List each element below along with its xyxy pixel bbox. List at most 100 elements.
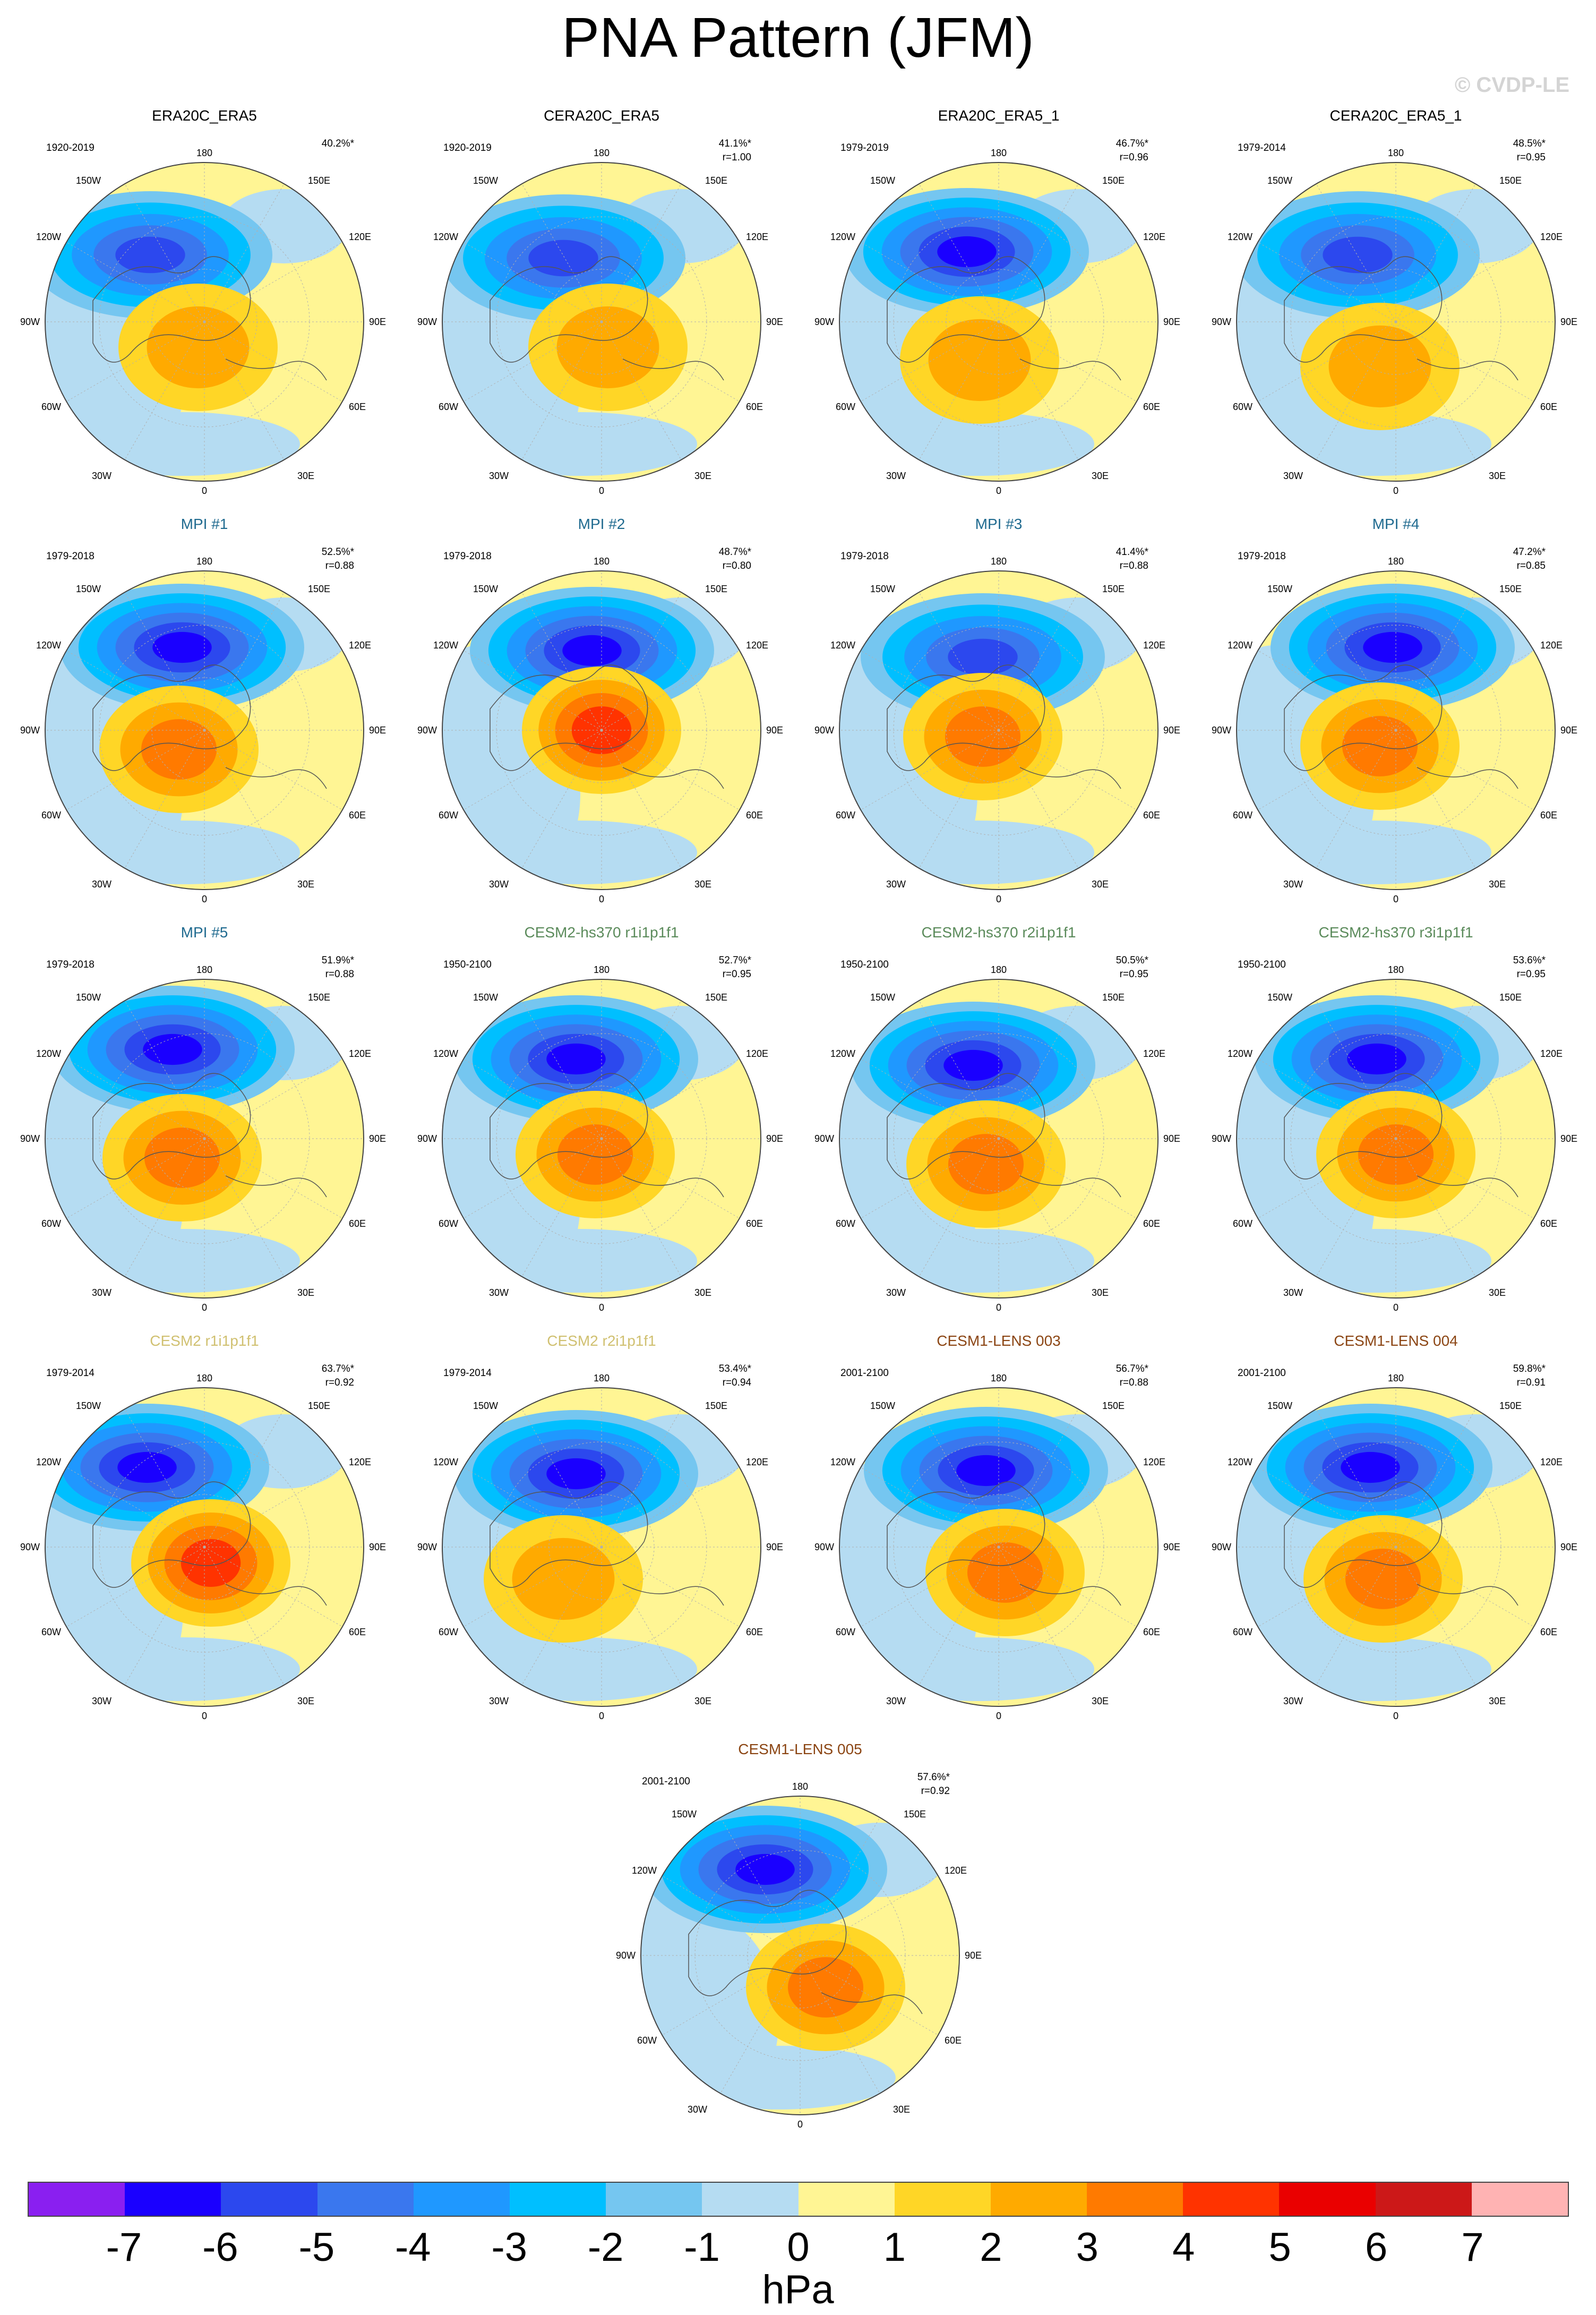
pattern-correlation: r=0.95 [1516,152,1546,163]
longitude-label: 90E [1163,1542,1181,1552]
colorbar-swatch [317,2183,414,2216]
map-boundary [1236,979,1556,1299]
period-label: 1979-2018 [840,551,889,562]
longitude-label: 60W [438,810,458,821]
panel-title: MPI #1 [181,516,228,532]
low-contour [735,1853,795,1885]
longitude-label: 30E [1092,471,1109,481]
figure-title: PNA Pattern (JFM) [562,6,1034,69]
longitude-label: 120E [349,232,372,242]
longitude-label: 30W [488,1287,509,1298]
high-contour [141,719,217,780]
polar-map [1236,162,1556,482]
longitude-label: 30W [1283,1287,1303,1298]
coastline [490,1481,724,1606]
polar-map [45,1387,364,1707]
longitude-label: 180 [593,964,610,975]
panel-title: CESM2 r2i1p1f1 [547,1332,656,1349]
longitude-label: 120E [746,232,769,242]
longitude-label: 60W [41,1218,61,1229]
longitude-label: 0 [598,485,605,496]
longitude-label: 150E [308,1400,331,1411]
longitude-label: 0 [996,485,1002,496]
longitude-label: 30E [1489,1696,1506,1706]
map-panel: CESM2-hs370 r1i1p1f1 1950-2100 52.7%* r=0.9… [416,921,787,1314]
longitude-label: 120E [1540,640,1563,651]
variance-explained: 41.1%* [718,138,751,149]
longitude-label: 90W [814,725,834,736]
longitude-label: 90E [369,1133,387,1144]
longitude-label: 120W [830,640,855,651]
colorbar-tick-label: -5 [298,2225,335,2270]
pattern-correlation: r=0.96 [1119,152,1148,163]
polar-map [839,979,1159,1299]
period-label: 1920-2019 [46,142,95,153]
longitude-label: 30W [886,1696,906,1706]
low-contour [528,240,598,277]
polar-map [442,979,761,1299]
longitude-label: 180 [196,1373,213,1383]
map-boundary [45,979,364,1299]
pattern-correlation: r=0.95 [722,969,751,980]
variance-explained: 53.6%* [1513,955,1546,966]
coastline [490,256,724,381]
variance-explained: 57.6%* [917,1772,950,1783]
coastline [92,256,327,381]
longitude-label: 120E [1540,232,1563,242]
longitude-label: 90W [417,1542,437,1552]
longitude-label: 90W [814,317,834,327]
pattern-correlation: r=0.94 [722,1377,751,1388]
longitude-label: 150W [75,1400,101,1411]
longitude-label: 60E [349,402,366,412]
panel-title: MPI #2 [578,516,625,532]
longitude-label: 0 [201,485,208,496]
longitude-label: 150E [705,1400,728,1411]
longitude-label: 150W [75,992,101,1003]
longitude-label: 150E [1102,992,1125,1003]
longitude-label: 90W [615,1950,636,1961]
longitude-label: 60W [1232,1218,1252,1229]
map-boundary [1236,1387,1556,1707]
longitude-label: 30W [687,2104,707,2115]
map-boundary [839,1387,1159,1707]
longitude-label: 120W [830,1457,855,1467]
longitude-label: 0 [996,1302,1002,1313]
panel-title: MPI #3 [975,516,1023,532]
longitude-label: 150W [1267,584,1292,594]
pattern-correlation: r=0.95 [1119,969,1148,980]
longitude-label: 0 [1393,894,1399,904]
longitude-label: 120E [349,640,372,651]
low-contour [546,1043,606,1075]
coastline [1284,1481,1518,1606]
longitude-label: 150E [1499,175,1522,186]
longitude-label: 30E [297,1696,315,1706]
pattern-correlation: r=0.88 [325,560,354,571]
colorbar-swatch [125,2183,221,2216]
map-boundary [839,162,1159,482]
longitude-label: 180 [990,556,1007,567]
low-contour [1323,236,1393,274]
pattern-correlation: r=0.92 [325,1377,354,1388]
map-panel: CESM2-hs370 r2i1p1f1 1950-2100 50.5%* r=0.9… [813,921,1185,1314]
polar-map [839,570,1159,890]
longitude-label: 90W [1211,1542,1231,1552]
longitude-label: 0 [1393,485,1399,496]
pattern-correlation: r=0.95 [1516,969,1546,980]
period-label: 1979-2014 [443,1368,492,1379]
colorbar-tick-label: -6 [202,2225,238,2270]
longitude-label: 150W [870,992,895,1003]
pattern-correlation: r=0.80 [722,560,751,571]
longitude-label: 120W [1227,1457,1252,1467]
pattern-correlation: r=0.88 [1119,1377,1148,1388]
map-panel: CERA20C_ERA5_1 1979-2014 48.5%* r=0.95 180 0 1… [1210,104,1582,497]
low-contour [1341,1451,1400,1483]
longitude-label: 30W [1283,879,1303,890]
longitude-label: 150W [473,1400,498,1411]
longitude-label: 60W [835,402,855,412]
longitude-label: 90E [1560,317,1578,327]
longitude-label: 60E [349,1627,366,1637]
longitude-label: 0 [598,1711,605,1721]
longitude-label: 60W [438,1627,458,1637]
longitude-label: 120W [1227,1048,1252,1059]
longitude-label: 30E [297,1287,315,1298]
